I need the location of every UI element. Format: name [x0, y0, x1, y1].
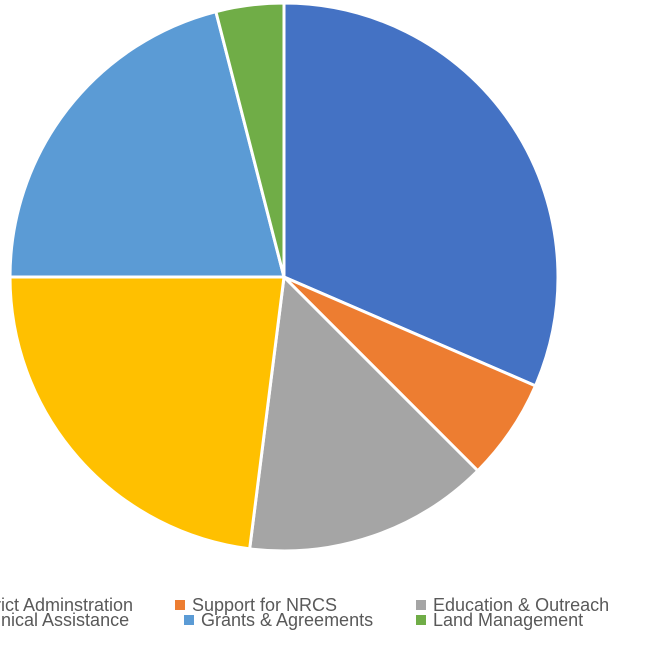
- legend-label: District Adminstration: [0, 595, 134, 615]
- legend-item-technical-assistance: Technical Assistance: [0, 609, 129, 631]
- legend-item-land-management: Land Management: [416, 609, 583, 631]
- pie-slice-district-adminstration: [282, 1, 560, 388]
- legend-label: Grants & Agreements: [201, 610, 374, 630]
- pie-slice-education-outreach: [248, 275, 480, 553]
- pie-slices: [8, 1, 560, 553]
- legend-swatch: [416, 615, 426, 625]
- legend-swatch: [416, 600, 426, 610]
- pie-slice-grants-agreements: [8, 10, 286, 279]
- legend-label: Support for NRCS: [192, 595, 338, 615]
- legend-swatch: [175, 600, 185, 610]
- legend-item-grants-agreements: Grants & Agreements: [184, 609, 373, 631]
- legend-swatch: [184, 615, 194, 625]
- pie-slice-technical-assistance: [8, 275, 286, 551]
- pie-slice-land-management: [214, 1, 286, 279]
- legend-label: Education & Outreach: [433, 595, 610, 615]
- legend-item-education-outreach: Education & Outreach: [416, 594, 609, 616]
- legend-label: Technical Assistance: [0, 610, 130, 630]
- legend-item-support-for-nrcs: Support for NRCS: [175, 594, 337, 616]
- legend-label: Land Management: [433, 610, 584, 630]
- legend-item-district-adminstration: District Adminstration: [0, 594, 133, 616]
